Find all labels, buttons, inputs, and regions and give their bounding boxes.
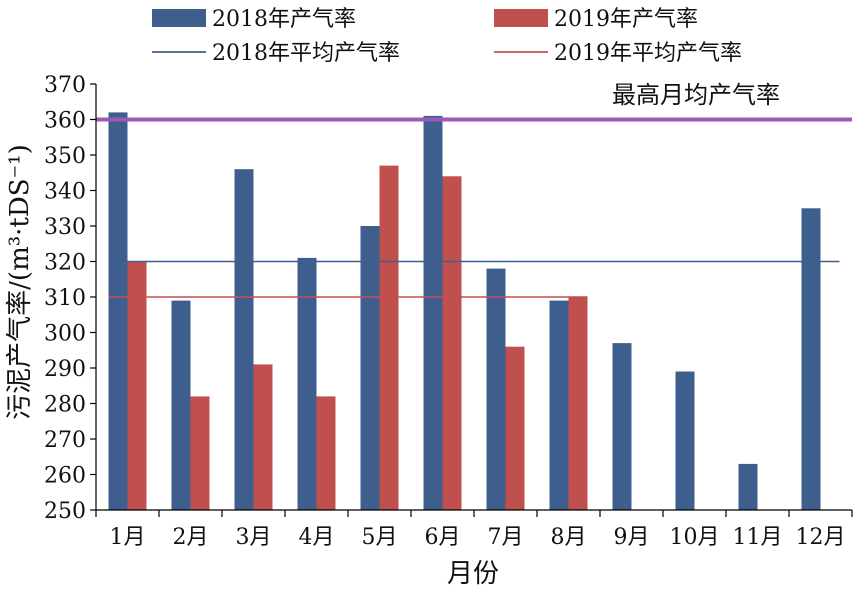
reference-lines bbox=[96, 117, 852, 298]
y-tick-label: 370 bbox=[44, 73, 86, 98]
bar-2018-10 bbox=[675, 371, 695, 510]
bar-2019-1 bbox=[127, 261, 147, 510]
x-tick-label: 3月 bbox=[236, 525, 272, 550]
y-tick-label: 320 bbox=[44, 251, 86, 276]
axes: 250 260 270 280 290 300 310 320 330 340 350 360 370 1… bbox=[44, 73, 853, 550]
y-tick-label: 260 bbox=[44, 464, 86, 489]
y-tick-label: 280 bbox=[44, 393, 86, 418]
x-tick-label: 4月 bbox=[299, 525, 335, 550]
bar-2019-7 bbox=[505, 346, 525, 510]
legend-label-4: 2019年平均产气率 bbox=[554, 41, 742, 66]
y-tick-label: 340 bbox=[44, 180, 86, 205]
bar-2018-2 bbox=[171, 300, 191, 510]
legend: 2018年产气率 2019年产气率 2018年平均产气率 2019年平均产气率最高月均… bbox=[152, 7, 780, 109]
legend-label-1: 2018年产气率 bbox=[212, 7, 356, 32]
y-tick-label: 290 bbox=[44, 357, 86, 382]
y-tick-label: 360 bbox=[44, 109, 86, 134]
bar-2019-6 bbox=[442, 176, 462, 511]
y-tick-label: 350 bbox=[44, 144, 86, 169]
legend-swatch-1 bbox=[152, 9, 206, 27]
x-tick-label: 12月 bbox=[796, 525, 846, 550]
bar-2018-6 bbox=[423, 115, 443, 511]
y-tick-label: 270 bbox=[44, 428, 86, 453]
y-tick-label: 250 bbox=[44, 499, 86, 524]
bar-2018-11 bbox=[738, 463, 758, 510]
x-tick-label: 8月 bbox=[551, 525, 587, 550]
x-tick-label: 5月 bbox=[362, 525, 398, 550]
x-tick-label: 11月 bbox=[733, 525, 783, 550]
xlabel: 月份 bbox=[447, 559, 499, 589]
bar-2019-2 bbox=[190, 396, 210, 510]
bar-2019-5 bbox=[379, 165, 399, 510]
bar-2019-8 bbox=[568, 297, 588, 510]
bar-2018-4 bbox=[297, 257, 317, 510]
bar-2018-5 bbox=[360, 226, 380, 510]
legend-label-3: 2018年平均产气率 bbox=[212, 41, 400, 66]
bar-2018-7 bbox=[486, 268, 506, 510]
bar-2019-3 bbox=[253, 364, 273, 510]
bar-2018-12 bbox=[801, 208, 821, 511]
ref-line-label-max: 最高月均产气率 bbox=[612, 81, 780, 109]
bar-2018-9 bbox=[612, 343, 632, 510]
bar-2019-4 bbox=[316, 396, 336, 510]
y-tick-label: 330 bbox=[44, 215, 86, 240]
bars bbox=[108, 112, 821, 511]
x-tick-label: 6月 bbox=[425, 525, 461, 550]
y-tick-label: 310 bbox=[44, 286, 86, 311]
legend-swatch-2 bbox=[494, 9, 548, 27]
x-tick-label: 1月 bbox=[110, 525, 146, 550]
y-tick-label: 300 bbox=[44, 322, 86, 347]
x-tick-label: 7月 bbox=[488, 525, 524, 550]
bar-2018-3 bbox=[234, 169, 254, 510]
x-tick-label: 9月 bbox=[614, 525, 650, 550]
x-tick-label: 2月 bbox=[173, 525, 209, 550]
legend-label-2: 2019年产气率 bbox=[554, 7, 698, 32]
ylabel: 污泥产气率/(m³·tDS⁻¹) bbox=[5, 144, 35, 420]
bar-2018-8 bbox=[549, 300, 569, 510]
bar-2018-1 bbox=[108, 112, 128, 511]
x-tick-label: 10月 bbox=[670, 525, 720, 550]
